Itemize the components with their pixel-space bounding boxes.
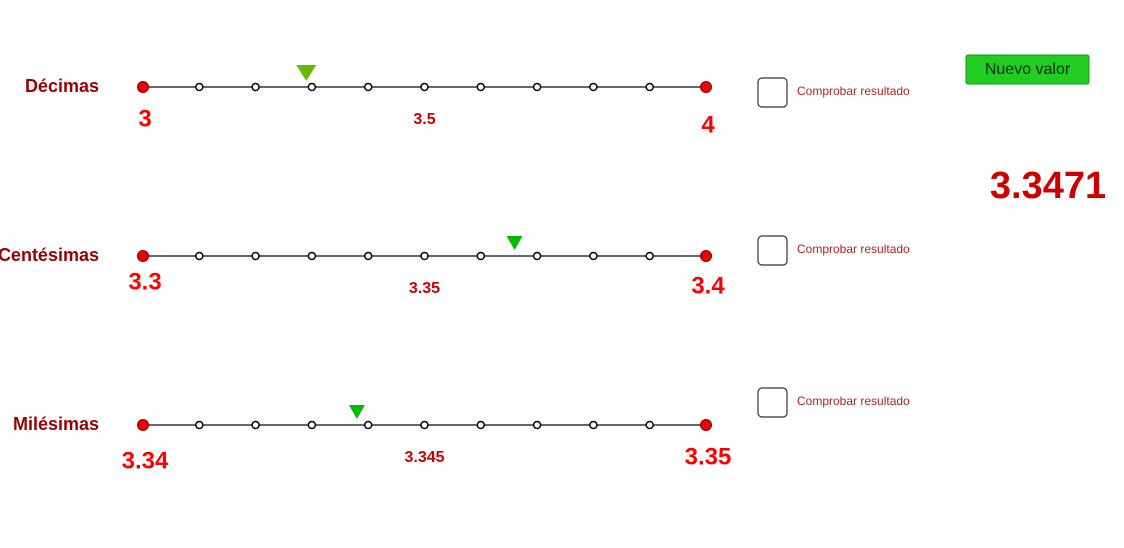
tick-dot [645,420,654,430]
start-point [137,250,149,262]
marker[interactable] [296,65,317,81]
tick-dot [589,82,598,92]
start-point [137,81,149,93]
start-label: 3 [138,105,151,132]
start-label: 3.3 [128,268,161,295]
tick-dot [251,420,260,430]
checkbox-label[interactable]: Comprobar resultado [797,394,910,408]
checkbox-label[interactable]: Comprobar resultado [797,84,910,98]
tick-dot [307,82,317,92]
tick-dot [420,420,429,430]
tick-dot [532,82,542,92]
row-label: Centésimas [0,245,99,265]
tick-dot [532,251,542,261]
button-label[interactable]: Nuevo valor [985,61,1071,78]
end-label: 3.35 [685,443,732,470]
tick-dot [251,82,260,92]
tick-dot [589,251,598,261]
tick-dot [420,82,429,92]
tick-dot [363,82,373,92]
middle-label: 3.345 [404,449,444,466]
marker[interactable] [506,236,523,250]
tick-dot [476,251,486,261]
end-label: 3.4 [691,272,725,299]
tick-dot [532,420,542,430]
checkbox[interactable] [757,235,788,266]
row-label: Décimas [25,76,99,96]
tick-dot [195,251,204,261]
marker[interactable] [348,405,365,419]
tick-dot [420,251,429,261]
start-label: 3.34 [122,447,169,474]
tick-dot [363,420,373,430]
tick-dot [363,251,373,261]
new-value-button[interactable] [965,54,1090,85]
start-point [137,419,149,431]
middle-label: 3.35 [409,280,440,297]
row-label: Milésimas [13,414,99,434]
tick-dot [195,82,204,92]
target-value: 3.3471 [990,165,1106,207]
checkbox[interactable] [757,77,788,108]
end-point [700,419,712,431]
end-label: 4 [701,111,715,138]
tick-dot [476,420,486,430]
checkbox[interactable] [757,387,788,418]
middle-label: 3.5 [413,111,435,128]
checkbox-label[interactable]: Comprobar resultado [797,242,910,256]
tick-dot [195,420,204,430]
tick-dot [645,251,654,261]
end-point [700,250,712,262]
tick-dot [476,82,486,92]
tick-dot [251,251,260,261]
end-point [700,81,712,93]
tick-dot [307,420,317,430]
tick-dot [589,420,598,430]
tick-dot [645,82,654,92]
tick-dot [307,251,317,261]
